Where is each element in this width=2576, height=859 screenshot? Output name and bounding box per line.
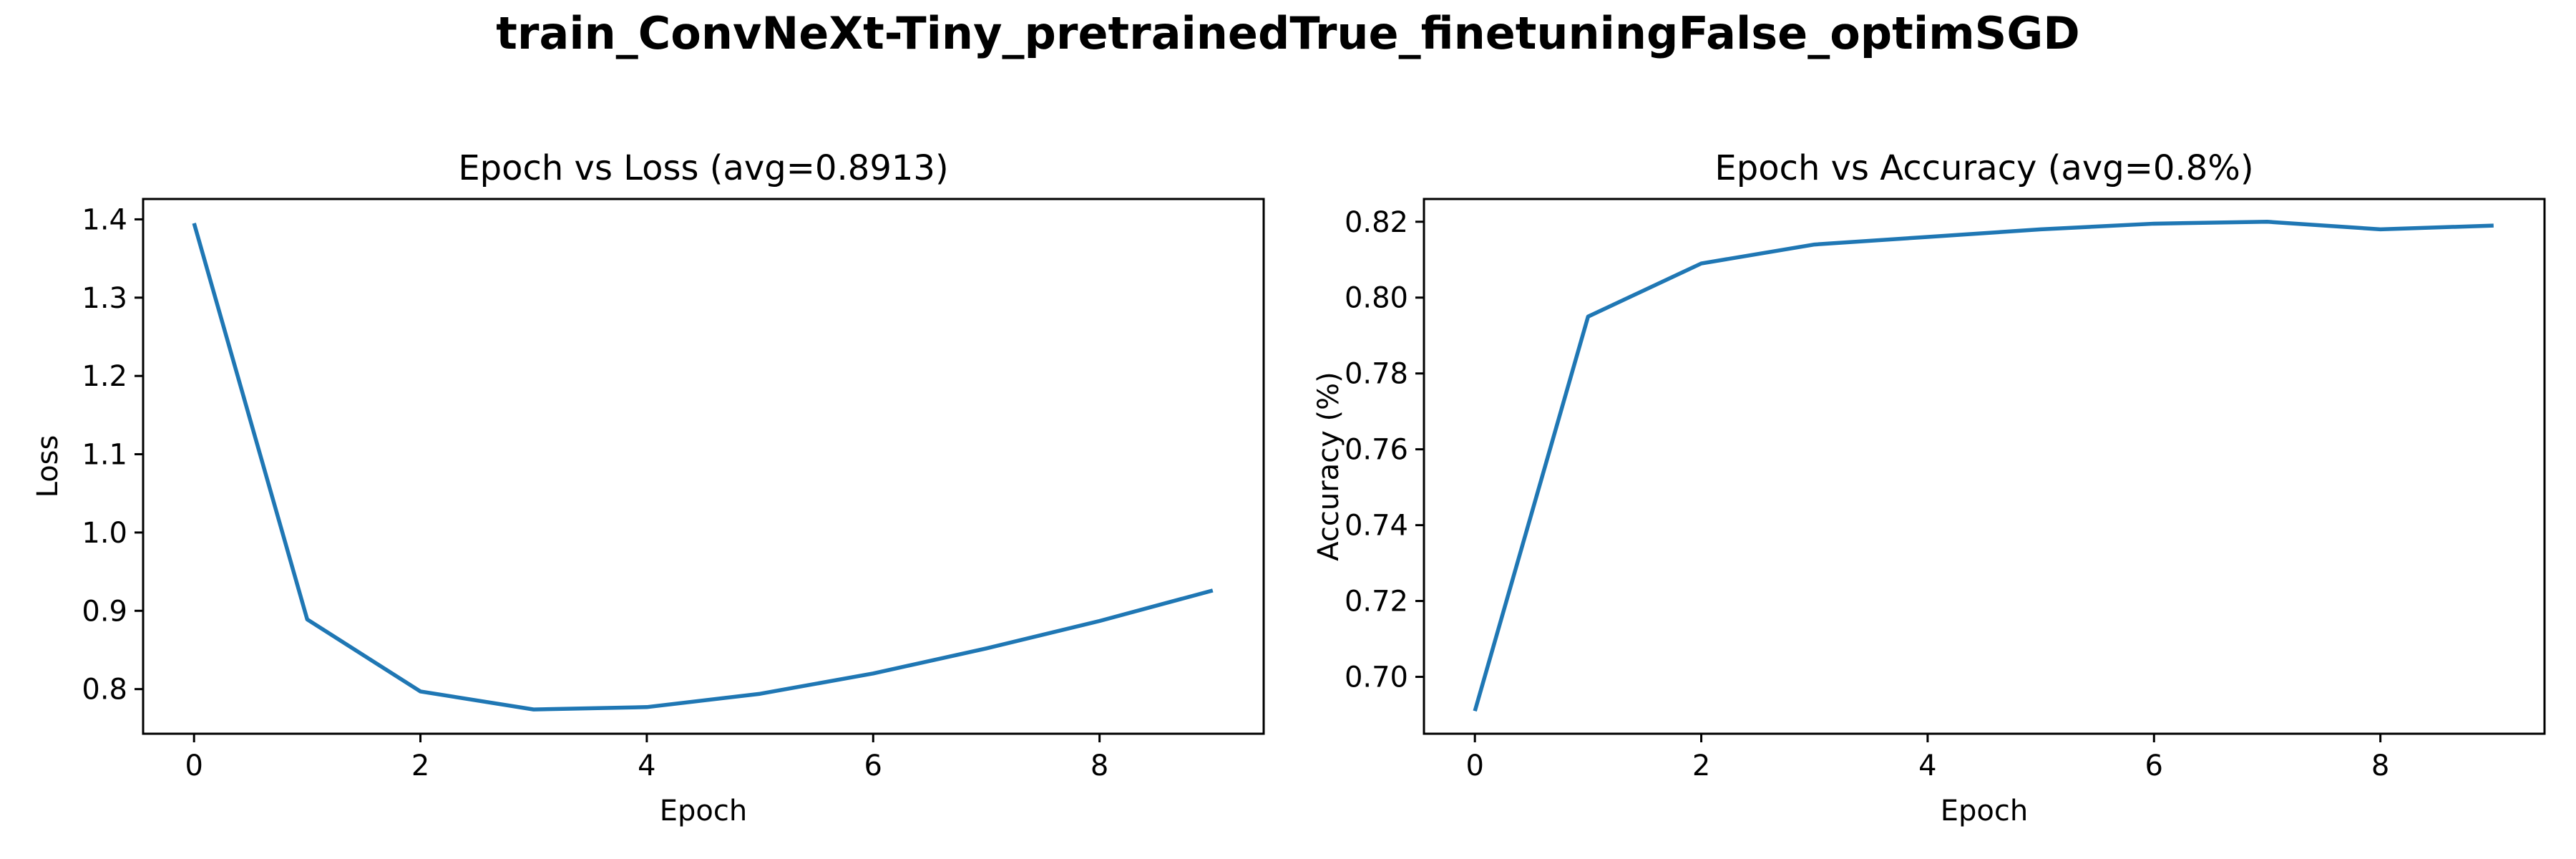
- loss-y-tick-label: 1.4: [82, 203, 127, 236]
- accuracy-y-tick-label: 0.70: [1345, 661, 1408, 694]
- accuracy-x-tick-label: 0: [1465, 749, 1483, 782]
- accuracy-x-tick-label: 4: [1918, 749, 1936, 782]
- loss-x-axis-label: Epoch: [660, 795, 747, 828]
- loss-y-tick-label: 1.1: [82, 439, 127, 472]
- loss-chart: 0 2 4 6 8 0.8 0.9 1.0 1.1 1.2 1.3 1.4 Epoch vs Loss …: [31, 148, 1265, 828]
- accuracy-x-tick-label: 2: [1692, 749, 1710, 782]
- loss-y-axis-label: Loss: [31, 435, 64, 498]
- loss-x-tick-label: 6: [864, 749, 882, 782]
- accuracy-y-tick-label: 0.78: [1345, 358, 1408, 391]
- loss-x-tick-label: 4: [638, 749, 655, 782]
- loss-y-tick-label: 0.9: [82, 595, 127, 628]
- loss-y-tick-label: 1.2: [82, 360, 127, 393]
- accuracy-x-tick-label: 6: [2145, 749, 2163, 782]
- accuracy-y-tick-label: 0.74: [1345, 510, 1408, 543]
- accuracy-x-axis-label: Epoch: [1941, 795, 2028, 828]
- accuracy-y-tick-label: 0.82: [1345, 206, 1408, 239]
- accuracy-series-line: [1473, 220, 2494, 712]
- accuracy-y-tick-label: 0.76: [1345, 434, 1408, 467]
- figure-title: train_ConvNeXt-Tiny_pretrainedTrue_finet…: [496, 7, 2079, 59]
- accuracy-x-tick-label: 8: [2371, 749, 2389, 782]
- accuracy-chart-title: Epoch vs Accuracy (avg=0.8%): [1714, 148, 2253, 188]
- accuracy-y-tick-label: 0.72: [1345, 586, 1408, 618]
- loss-y-tick-label: 1.0: [82, 517, 127, 550]
- loss-x-tick-label: 8: [1091, 749, 1108, 782]
- accuracy-chart: 0 2 4 6 8 0.70 0.72 0.74 0.76 0.78 0.80 0.82 Epoch v…: [1312, 148, 2546, 828]
- loss-y-tick-label: 1.3: [82, 282, 127, 315]
- accuracy-y-axis-label: Accuracy (%): [1312, 372, 1345, 561]
- accuracy-axes-frame: [1423, 198, 2546, 735]
- loss-y-tick-label: 0.8: [82, 674, 127, 707]
- accuracy-y-tick-label: 0.80: [1345, 282, 1408, 315]
- loss-x-tick-label: 2: [411, 749, 429, 782]
- loss-axes-frame: [142, 198, 1265, 735]
- loss-series-line: [192, 223, 1214, 712]
- loss-x-tick-label: 0: [185, 749, 203, 782]
- loss-chart-title: Epoch vs Loss (avg=0.8913): [458, 148, 948, 188]
